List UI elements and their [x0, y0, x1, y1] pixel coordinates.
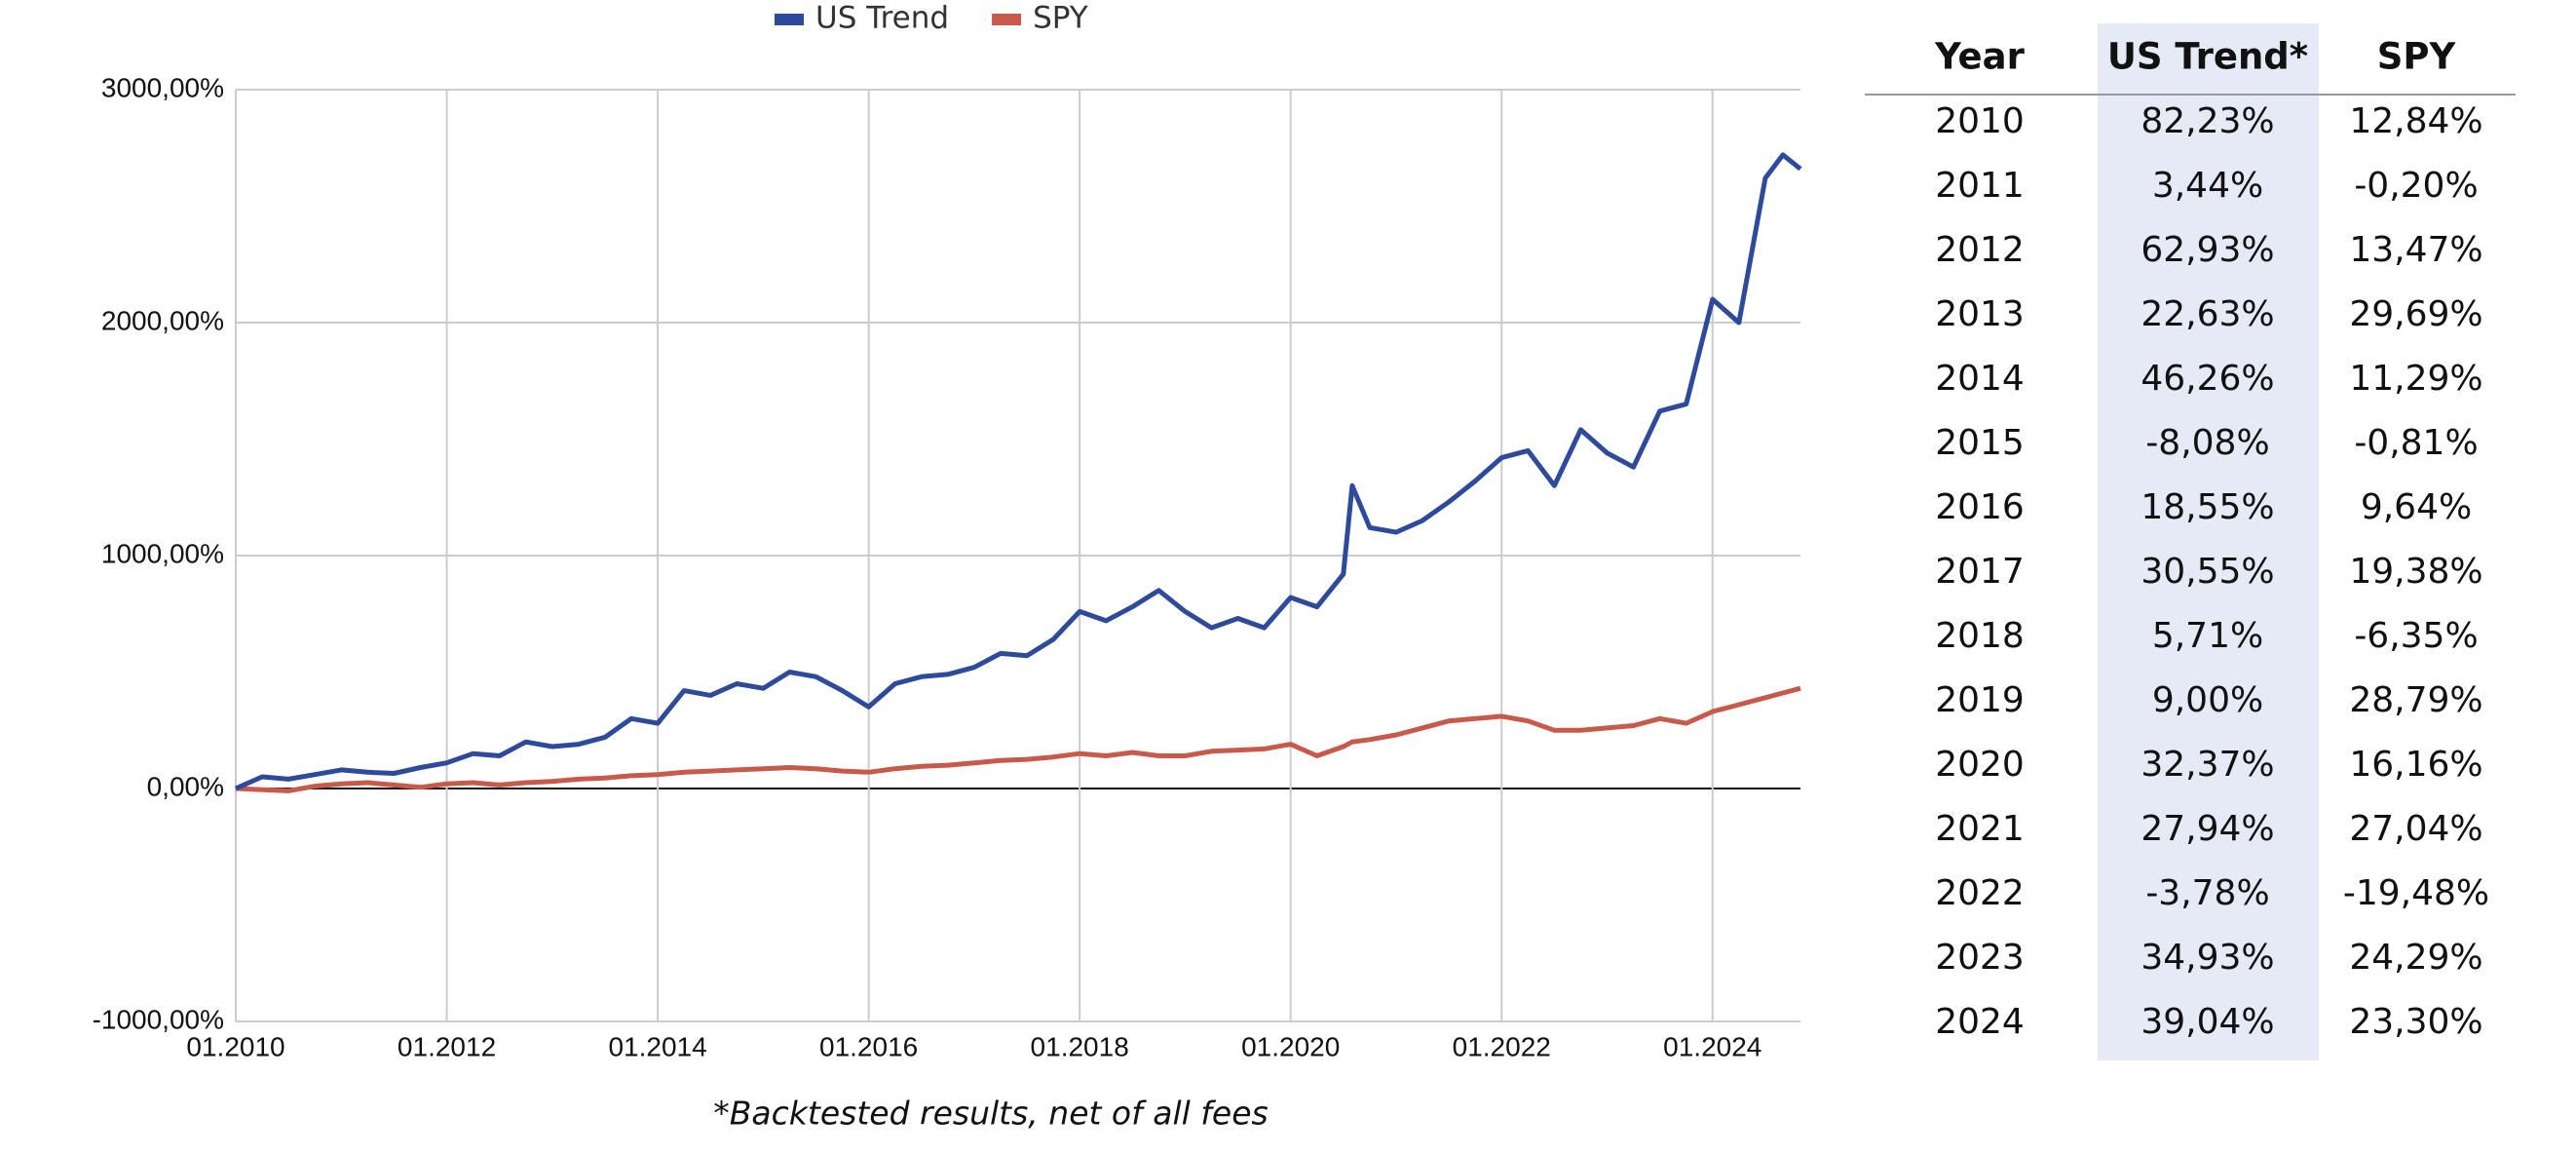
- x-tick-label: 01.2020: [1241, 1031, 1340, 1061]
- x-tick-label: 01.2010: [186, 1031, 284, 1061]
- table-cell: 2020: [1935, 745, 2025, 785]
- table-header: US Trend*: [2107, 36, 2308, 78]
- table-cell: 27,94%: [2140, 809, 2274, 849]
- table-cell: 82,23%: [2140, 101, 2274, 141]
- table-cell: 2022: [1935, 873, 2025, 913]
- table-cell: -0,81%: [2354, 423, 2478, 463]
- table-cell: 27,04%: [2349, 809, 2482, 849]
- table-cell: 9,64%: [2361, 487, 2472, 527]
- table-cell: 11,29%: [2349, 359, 2482, 399]
- table-cell: 39,04%: [2140, 1002, 2274, 1042]
- table-cell: 62,93%: [2140, 230, 2274, 270]
- table-cell: 2018: [1935, 616, 2025, 656]
- x-tick-label: 01.2016: [819, 1031, 918, 1061]
- footnote: *Backtested results, net of all fees: [713, 1095, 1268, 1133]
- table-cell: 22,63%: [2140, 294, 2274, 334]
- table-cell: -3,78%: [2145, 873, 2269, 913]
- legend-swatch: [775, 14, 804, 25]
- table-cell: 29,69%: [2349, 294, 2482, 334]
- table-cell: 16,16%: [2349, 745, 2482, 785]
- table-cell: 2010: [1935, 101, 2025, 141]
- table-cell: 19,38%: [2349, 552, 2482, 592]
- table-cell: 2011: [1935, 166, 2025, 206]
- table-cell: 18,55%: [2140, 487, 2274, 527]
- legend-label: SPY: [1033, 1, 1088, 36]
- table-header: Year: [1934, 36, 2025, 78]
- table-cell: 5,71%: [2152, 616, 2263, 656]
- table-cell: 12,84%: [2349, 101, 2482, 141]
- table-cell: 2012: [1935, 230, 2025, 270]
- table-cell: -6,35%: [2354, 616, 2478, 656]
- table-cell: 2015: [1935, 423, 2025, 463]
- table-cell: 23,30%: [2349, 1002, 2482, 1042]
- x-tick-label: 01.2024: [1663, 1031, 1762, 1061]
- table-cell: -8,08%: [2145, 423, 2269, 463]
- table-cell: 2024: [1935, 1002, 2025, 1042]
- table-cell: 2014: [1935, 359, 2025, 399]
- table-cell: 2013: [1935, 294, 2025, 334]
- table-cell: 2019: [1935, 680, 2025, 720]
- x-tick-label: 01.2022: [1453, 1031, 1551, 1061]
- x-tick-label: 01.2018: [1031, 1031, 1129, 1061]
- y-tick-label: -1000,00%: [93, 1004, 224, 1034]
- table-header: SPY: [2377, 36, 2457, 78]
- table-highlight: [2098, 23, 2319, 1060]
- table-cell: 2017: [1935, 552, 2025, 592]
- table-cell: 13,47%: [2349, 230, 2482, 270]
- table-cell: 24,29%: [2349, 938, 2482, 978]
- table-cell: 32,37%: [2140, 745, 2274, 785]
- line-series: [235, 685, 1801, 793]
- y-tick-label: 1000,00%: [101, 538, 224, 568]
- x-tick-label: 01.2012: [398, 1031, 496, 1061]
- table-cell: -19,48%: [2343, 873, 2489, 913]
- legend-label: US Trend: [815, 1, 949, 36]
- y-tick-label: 3000,00%: [101, 72, 224, 102]
- y-tick-label: 0,00%: [147, 771, 224, 801]
- table-cell: 9,00%: [2152, 680, 2263, 720]
- x-tick-label: 01.2014: [608, 1031, 706, 1061]
- line-series: [234, 152, 1802, 791]
- table-cell: 2021: [1935, 809, 2025, 849]
- table-cell: 34,93%: [2140, 938, 2274, 978]
- y-tick-label: 2000,00%: [101, 305, 224, 335]
- table-cell: 3,44%: [2152, 166, 2263, 206]
- legend-swatch: [992, 14, 1022, 25]
- table-cell: 2016: [1935, 487, 2025, 527]
- table-cell: 46,26%: [2140, 359, 2274, 399]
- table-cell: 30,55%: [2140, 552, 2274, 592]
- table-cell: 2023: [1935, 938, 2025, 978]
- table-cell: -0,20%: [2354, 166, 2478, 206]
- table-cell: 28,79%: [2349, 680, 2482, 720]
